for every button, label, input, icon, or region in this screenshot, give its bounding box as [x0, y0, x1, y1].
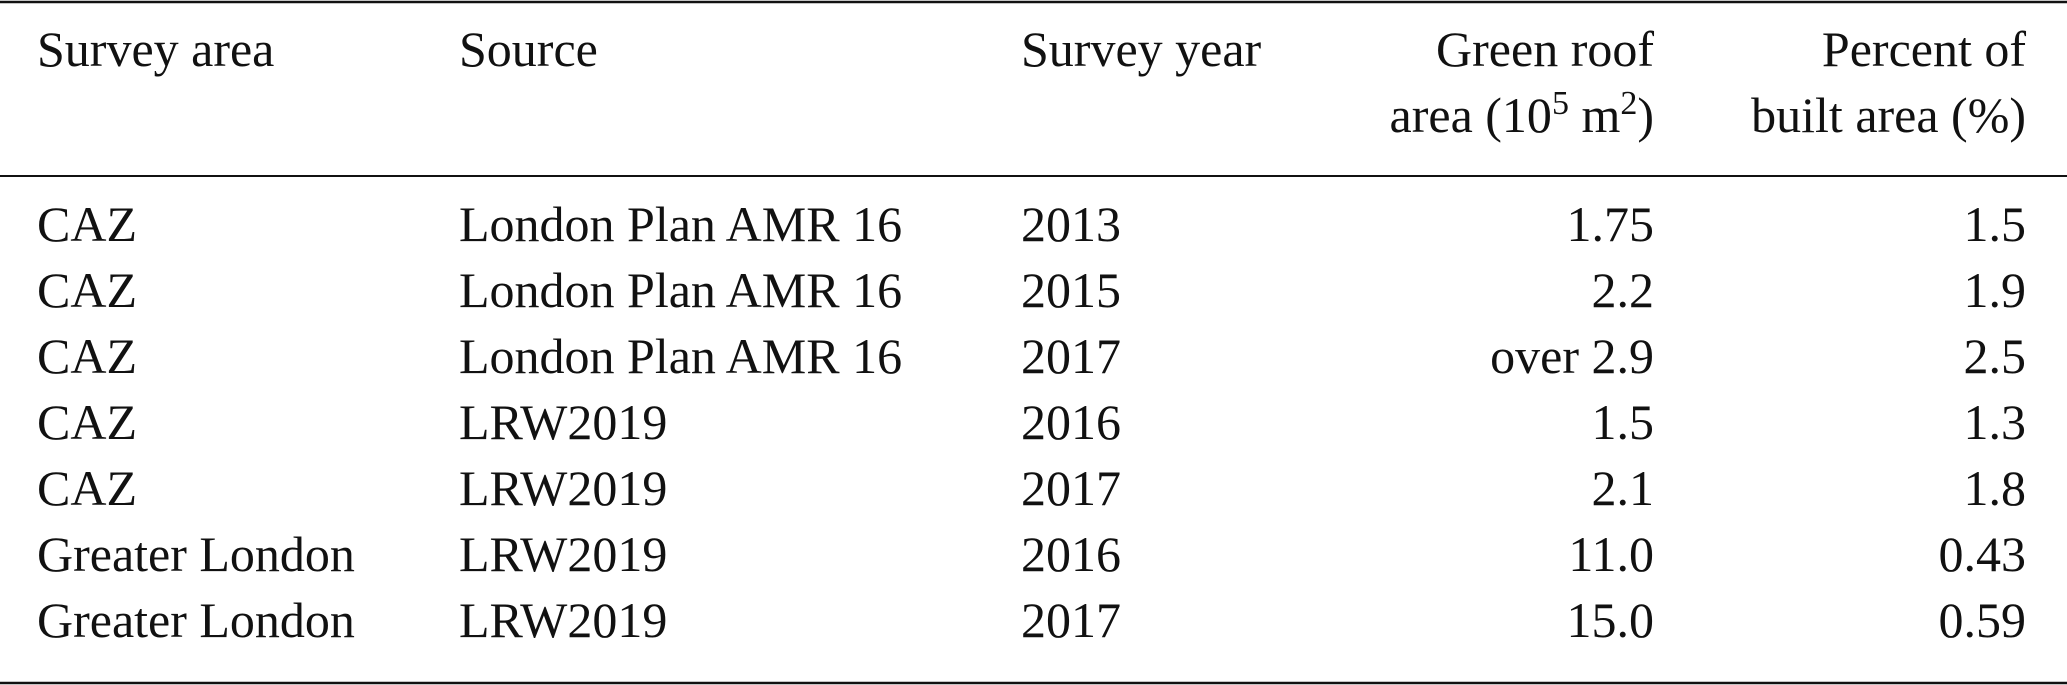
cell: 1.5: [1592, 394, 1655, 450]
cell: Greater London: [37, 592, 355, 648]
cell: LRW2019: [459, 460, 667, 516]
cell: CAZ: [37, 460, 137, 516]
cell: over 2.9: [1490, 328, 1654, 384]
cell: 2.5: [1964, 328, 2027, 384]
superscript: 5: [1552, 85, 1569, 122]
header-cell: area (105 m2): [1390, 85, 1654, 143]
cell: 1.75: [1567, 196, 1655, 252]
cell: CAZ: [37, 394, 137, 450]
header-cell: Survey area: [37, 21, 274, 77]
header-text: Source: [459, 21, 598, 77]
cell: CAZ: [37, 262, 137, 318]
cell: 11.0: [1568, 526, 1654, 582]
header-cell: built area (%): [1751, 87, 2026, 143]
header-text: Percent of: [1822, 21, 2026, 77]
cell: LRW2019: [459, 526, 667, 582]
header-text: ): [1637, 87, 1654, 143]
cell: 1.5: [1964, 196, 2027, 252]
cell: London Plan AMR 16: [459, 262, 902, 318]
cell: 0.43: [1939, 526, 2027, 582]
cell: LRW2019: [459, 394, 667, 450]
header-text: Survey area: [37, 21, 274, 77]
cell: 2013: [1021, 196, 1121, 252]
header-text: m: [1569, 87, 1621, 143]
header-text: area (10: [1390, 87, 1552, 143]
superscript: 2: [1620, 85, 1637, 122]
header-text: Green roof: [1436, 21, 1654, 77]
header-text: built area (%): [1751, 87, 2026, 143]
cell: CAZ: [37, 328, 137, 384]
header-cell: Source: [459, 21, 598, 77]
cell: LRW2019: [459, 592, 667, 648]
cell: 2017: [1021, 460, 1121, 516]
header-cell: Green roof: [1436, 21, 1654, 77]
cell: 1.8: [1964, 460, 2027, 516]
header-cell: Percent of: [1822, 21, 2026, 77]
cell: Greater London: [37, 526, 355, 582]
cell: 1.3: [1964, 394, 2027, 450]
cell: 2.1: [1592, 460, 1655, 516]
header-text: Survey year: [1021, 21, 1262, 77]
cell: 2015: [1021, 262, 1121, 318]
cell: 0.59: [1939, 592, 2027, 648]
header-cell: Survey year: [1021, 21, 1262, 77]
cell: 1.9: [1964, 262, 2027, 318]
cell: 2017: [1021, 328, 1121, 384]
cell: 15.0: [1567, 592, 1655, 648]
cell: 2016: [1021, 394, 1121, 450]
cell: 2016: [1021, 526, 1121, 582]
cell: 2.2: [1592, 262, 1655, 318]
cell: 2017: [1021, 592, 1121, 648]
cell: London Plan AMR 16: [459, 328, 902, 384]
cell: CAZ: [37, 196, 137, 252]
cell: London Plan AMR 16: [459, 196, 902, 252]
